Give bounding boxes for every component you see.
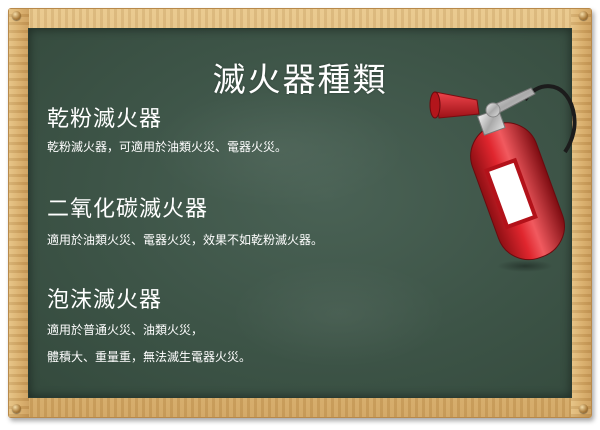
extinguisher-gauge	[485, 102, 501, 118]
section-text-foam-line2: 體積大、重量重，無法滅生電器火災。	[47, 350, 252, 364]
section-heading-co2: 二氧化碳滅火器	[47, 197, 209, 222]
nail-icon	[12, 404, 21, 413]
extinguisher-nozzle	[434, 91, 480, 119]
frame-left-edge	[9, 9, 29, 417]
chalkboard: 滅火器種類 乾粉滅火器 乾粉滅火器，可適用於油類火災、電器火災。 二氧化碳滅火器…	[28, 28, 572, 398]
section-heading-foam: 泡沫滅火器	[47, 288, 163, 313]
chalk-smudge	[229, 259, 449, 369]
nail-icon	[12, 11, 21, 20]
extinguisher-hose	[523, 84, 577, 154]
section-text-co2: 適用於油類火災、電器火災，效果不如乾粉滅火器。	[47, 233, 324, 247]
section-heading-dry-powder: 乾粉滅火器	[47, 107, 163, 132]
chalk-smudge	[149, 89, 409, 209]
nail-icon	[579, 404, 588, 413]
section-text-foam-line1: 適用於普通火災、油類火災，	[47, 323, 204, 337]
extinguisher-nozzle-tip	[429, 91, 441, 119]
nail-icon	[579, 11, 588, 20]
extinguisher-label	[484, 157, 538, 230]
extinguisher-shadow	[497, 260, 553, 272]
page-title: 滅火器種類	[212, 60, 388, 99]
extinguisher-body	[470, 108, 565, 261]
fire-extinguisher-icon	[429, 84, 577, 272]
frame-right-edge	[571, 9, 591, 417]
section-text-dry-powder: 乾粉滅火器，可適用於油類火災、電器火災。	[47, 140, 288, 154]
